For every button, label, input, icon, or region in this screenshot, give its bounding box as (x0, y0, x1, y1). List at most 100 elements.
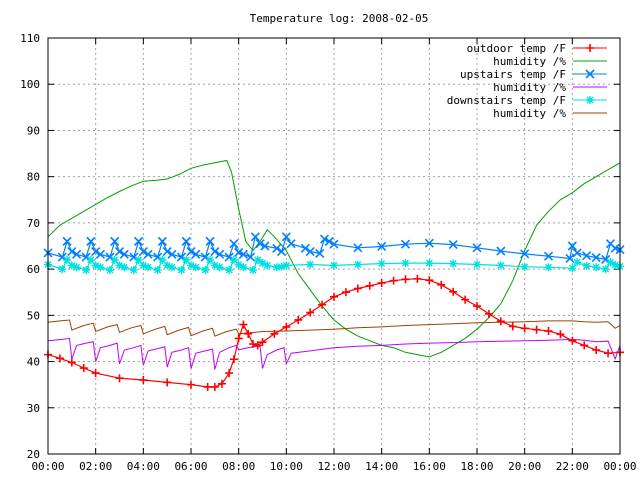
x-tick-label: 00:00 (603, 460, 636, 473)
data-point (167, 263, 176, 272)
data-point (210, 382, 219, 391)
data-point (225, 369, 234, 378)
x-tick-label: 22:00 (556, 460, 589, 473)
data-point (229, 255, 238, 264)
data-point (86, 255, 95, 264)
data-point (191, 263, 200, 272)
data-point (568, 264, 577, 273)
data-point (229, 355, 238, 364)
data-point (105, 266, 114, 275)
data-point (134, 236, 144, 246)
y-tick-label: 110 (20, 32, 40, 45)
data-point (258, 338, 267, 347)
data-point (187, 261, 195, 270)
data-point (167, 249, 177, 259)
data-point (248, 266, 257, 275)
data-point (341, 288, 350, 297)
data-point (413, 274, 422, 283)
data-point (377, 259, 386, 268)
data-point (158, 255, 167, 264)
y-tick-label: 60 (27, 263, 40, 276)
data-point (55, 354, 64, 363)
y-tick-label: 100 (20, 78, 40, 91)
data-point (282, 261, 291, 270)
data-point (277, 246, 287, 257)
series-1 (47, 159, 621, 358)
data-point (611, 260, 620, 269)
y-tick-label: 50 (27, 309, 40, 322)
data-point (144, 263, 153, 272)
data-point (187, 380, 195, 389)
y-tick-label: 80 (27, 171, 40, 184)
data-point (217, 379, 226, 388)
data-point (253, 341, 262, 350)
x-tick-label: 02:00 (79, 460, 112, 473)
data-point (448, 240, 458, 250)
data-point (134, 255, 143, 264)
data-point (114, 246, 125, 257)
data-point (582, 261, 591, 270)
data-point (129, 266, 138, 275)
data-point (67, 358, 76, 367)
x-tick-label: 14:00 (365, 460, 398, 473)
data-point (508, 322, 517, 331)
x-tick-label: 08:00 (222, 460, 255, 473)
data-point (239, 320, 248, 329)
data-point (520, 324, 529, 333)
data-point (484, 309, 493, 318)
data-point (110, 255, 119, 264)
data-point (82, 266, 91, 275)
data-point (281, 232, 291, 242)
data-point (319, 234, 330, 244)
legend-marker (585, 69, 595, 79)
data-point (330, 261, 338, 270)
data-point (63, 255, 72, 264)
data-point (157, 236, 167, 246)
x-tick-label: 10:00 (270, 460, 303, 473)
data-point (543, 251, 554, 261)
data-point (565, 253, 575, 264)
data-point (567, 241, 577, 251)
data-point (79, 364, 88, 373)
data-point (592, 263, 601, 272)
data-point (177, 266, 186, 275)
data-point (201, 266, 210, 275)
data-point (250, 232, 260, 242)
data-point (449, 287, 458, 296)
legend-marker (586, 96, 594, 104)
data-point (365, 281, 374, 290)
data-point (206, 255, 215, 264)
data-point (67, 246, 77, 257)
data-point (496, 261, 505, 270)
data-point (305, 246, 315, 257)
series-line (47, 337, 621, 370)
data-point (425, 259, 434, 268)
x-tick-label: 20:00 (508, 460, 541, 473)
series-5 (47, 319, 621, 337)
series-4 (44, 255, 624, 275)
data-point (306, 260, 315, 269)
data-point (181, 236, 191, 246)
series-layer (43, 159, 625, 391)
data-point (272, 243, 282, 253)
x-tick-label: 12:00 (317, 460, 350, 473)
chart-title: Temperature log: 2008-02-05 (250, 12, 429, 25)
data-point (253, 255, 262, 264)
data-point (300, 243, 310, 253)
data-point (277, 262, 286, 271)
data-point (182, 255, 191, 264)
data-point (119, 249, 129, 259)
data-point (330, 292, 338, 301)
data-point (591, 252, 601, 263)
data-point (248, 339, 257, 348)
data-point (286, 239, 296, 249)
data-point (592, 346, 601, 354)
data-point (255, 239, 265, 249)
data-point (263, 261, 272, 270)
x-tick-label: 18:00 (460, 460, 493, 473)
data-point (238, 249, 248, 259)
data-point (568, 336, 577, 345)
data-point (377, 241, 387, 252)
data-point (389, 276, 398, 285)
